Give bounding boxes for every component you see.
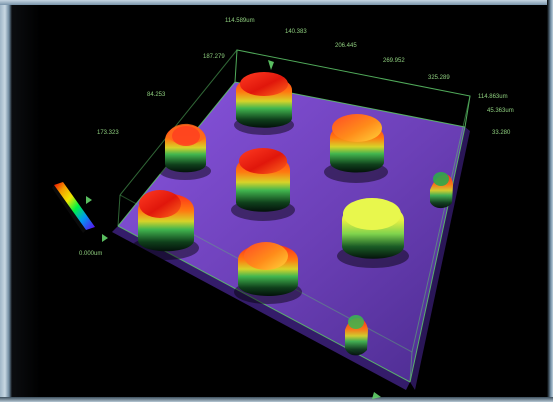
bump-top-right [324, 114, 388, 183]
right-border [547, 0, 553, 402]
left-tick-3: 173.323 [97, 130, 119, 136]
bump-mid-left [131, 190, 199, 260]
left-arrow-icon [86, 196, 92, 204]
bottom-border [0, 397, 553, 402]
tick-1: 140.383 [285, 29, 307, 35]
bump-center [231, 148, 295, 221]
bump-top-left [159, 123, 211, 180]
color-legend [52, 182, 95, 233]
right-tick-2: 33.280 [492, 130, 511, 136]
top-left-label: 114.589um [225, 18, 255, 24]
top-border [0, 0, 553, 5]
bottom-arrow-icon [372, 392, 381, 399]
axis-labels: 114.589um 140.383 206.445 269.952 325.28… [79, 18, 514, 257]
bump-mid-right [337, 198, 409, 268]
bump-top-center [234, 72, 294, 135]
tick-3: 269.952 [383, 58, 405, 64]
bump-bottom-center [234, 242, 302, 304]
left-tick-1: 187.279 [203, 54, 225, 60]
bump-edge-bottom-right [345, 315, 368, 356]
bottom-left-arrow-icon [102, 234, 108, 242]
top-arrow-icon [268, 60, 274, 70]
bump-edge-right [430, 172, 453, 209]
bottom-left-label: 0.000um [79, 251, 102, 257]
left-tick-2: 84.253 [147, 92, 166, 98]
tick-4: 325.289 [428, 75, 450, 81]
right-tick-1: 45.363um [487, 108, 514, 114]
axis-arrows [86, 60, 381, 399]
right-label: 114.863um [478, 94, 508, 100]
tick-2: 206.445 [335, 43, 357, 49]
